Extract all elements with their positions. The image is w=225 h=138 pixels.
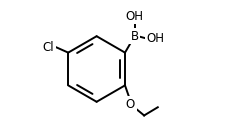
Text: OH: OH: [146, 32, 164, 45]
Text: B: B: [130, 30, 138, 43]
Text: O: O: [125, 98, 135, 111]
Text: Cl: Cl: [42, 41, 54, 54]
Text: OH: OH: [125, 10, 143, 23]
